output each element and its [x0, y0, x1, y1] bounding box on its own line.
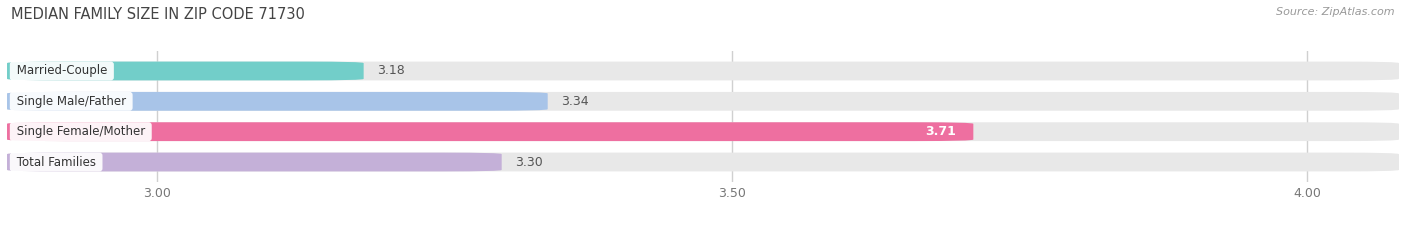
Text: 3.30: 3.30: [516, 155, 543, 168]
Text: Married-Couple: Married-Couple: [13, 65, 111, 78]
Text: Source: ZipAtlas.com: Source: ZipAtlas.com: [1277, 7, 1395, 17]
Text: Single Female/Mother: Single Female/Mother: [13, 125, 149, 138]
Text: 3.71: 3.71: [925, 125, 956, 138]
Text: 3.18: 3.18: [377, 65, 405, 78]
FancyBboxPatch shape: [7, 122, 973, 141]
FancyBboxPatch shape: [7, 92, 548, 111]
FancyBboxPatch shape: [7, 92, 1399, 111]
Text: 3.34: 3.34: [561, 95, 589, 108]
FancyBboxPatch shape: [7, 153, 1399, 171]
Text: Total Families: Total Families: [13, 155, 100, 168]
FancyBboxPatch shape: [7, 153, 502, 171]
FancyBboxPatch shape: [7, 62, 1399, 80]
Text: Single Male/Father: Single Male/Father: [13, 95, 129, 108]
FancyBboxPatch shape: [7, 122, 1399, 141]
Text: MEDIAN FAMILY SIZE IN ZIP CODE 71730: MEDIAN FAMILY SIZE IN ZIP CODE 71730: [11, 7, 305, 22]
FancyBboxPatch shape: [7, 62, 364, 80]
